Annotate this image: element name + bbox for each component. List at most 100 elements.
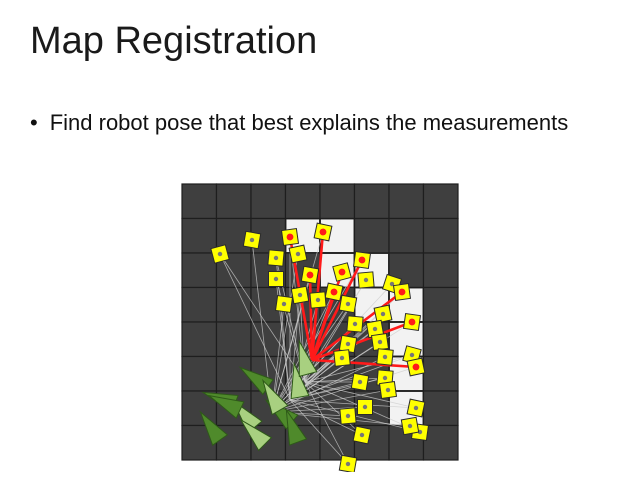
marker-dot: [359, 432, 365, 438]
marker-dot: [345, 301, 351, 307]
grid-cell: [250, 183, 287, 220]
measurement-marker: [309, 291, 327, 309]
measurement-marker: [313, 222, 333, 242]
bullet-text: Find robot pose that best explains the m…: [49, 110, 569, 135]
measurement-marker: [339, 407, 357, 425]
marker-dot: [385, 387, 391, 393]
robot-pose-icon: [285, 408, 308, 446]
gray-ray: [304, 354, 413, 383]
gray-ray: [304, 279, 367, 383]
measurement-marker: [402, 312, 422, 332]
grid-cell: [181, 321, 218, 358]
grid-cell: [181, 355, 218, 392]
measurement-marker: [290, 285, 310, 305]
slide-title: Map Registration: [30, 20, 318, 62]
marker-dot: [319, 228, 327, 236]
best-pose-ray: [310, 259, 364, 361]
grid-cell: [319, 183, 356, 220]
best-pose-ray: [310, 291, 336, 361]
measurement-marker: [357, 399, 373, 415]
measurement-marker: [242, 230, 262, 250]
grid-cell: [422, 390, 459, 427]
marker-dot: [297, 292, 303, 298]
marker-dot: [217, 251, 223, 257]
marker-dot: [345, 413, 351, 419]
marker-dot: [352, 321, 358, 327]
gray-ray: [271, 259, 363, 413]
measurement-marker: [392, 282, 412, 302]
grid-cell: [388, 183, 425, 220]
marker-dot: [382, 354, 388, 360]
best-pose-ray: [311, 358, 417, 369]
marker-dot: [339, 355, 345, 361]
grid-cell: [388, 217, 425, 254]
grid-cell: [422, 183, 459, 220]
measurement-marker: [338, 294, 358, 314]
grid-cell: [215, 321, 252, 358]
measurement-marker: [210, 244, 230, 264]
marker-dot: [407, 423, 413, 429]
measurement-marker: [346, 315, 364, 333]
marker-dot: [315, 297, 321, 303]
map-registration-diagram: [181, 183, 459, 472]
grid-cell: [284, 183, 321, 220]
grid-cell: [422, 321, 459, 358]
measurement-marker: [280, 227, 300, 247]
marker-dot: [363, 277, 369, 283]
grid-cell: [422, 217, 459, 254]
measurement-marker: [376, 348, 394, 366]
measurement-marker: [400, 416, 420, 436]
grid-cell: [215, 183, 252, 220]
marker-dot: [338, 268, 346, 276]
marker-dot: [372, 326, 378, 332]
robot-pose-icon: [199, 410, 229, 446]
grid-cell: [422, 252, 459, 289]
measurement-marker: [332, 262, 352, 282]
grid-cell: [181, 183, 218, 220]
marker-dot: [412, 363, 420, 371]
marker-dot: [408, 318, 416, 326]
robot-pose-icon: [239, 418, 273, 452]
bullet-icon: •: [30, 110, 38, 135]
grid-cell: [181, 217, 218, 254]
marker-dot: [249, 237, 255, 243]
gray-ray: [219, 253, 306, 383]
robot-pose-icon: [262, 378, 289, 416]
gray-ray: [289, 399, 417, 409]
measurement-markers: [210, 222, 430, 472]
gray-ray: [271, 253, 299, 413]
marker-dot: [377, 339, 383, 345]
measurement-marker: [406, 398, 426, 418]
measurement-marker: [338, 454, 358, 472]
grid-cell: [422, 286, 459, 323]
robot-pose-icon: [290, 361, 310, 400]
measurement-marker: [333, 349, 351, 367]
measurement-marker: [288, 244, 308, 264]
measurement-marker: [352, 425, 372, 445]
gray-ray: [304, 381, 417, 409]
measurement-marker: [352, 250, 372, 270]
marker-dot: [398, 288, 406, 296]
pose-candidates: [199, 339, 318, 452]
measurement-marker: [350, 372, 370, 392]
gray-ray: [271, 303, 349, 413]
measurement-marker: [338, 334, 358, 354]
gray-ray: [304, 381, 349, 465]
measurement-marker: [373, 304, 393, 324]
bullet-item: • Find robot pose that best explains the…: [30, 110, 568, 136]
marker-dot: [380, 311, 386, 317]
grid-cell: [422, 355, 459, 392]
marker-dot: [409, 352, 415, 358]
marker-dot: [345, 341, 351, 347]
marker-dot: [306, 271, 314, 279]
robot-pose-icon: [298, 339, 318, 377]
measurement-marker: [406, 357, 426, 377]
grid-cell: [422, 424, 459, 461]
grid-cell: [181, 286, 218, 323]
marker-dot: [273, 255, 279, 261]
marker-dot: [273, 276, 279, 282]
measurement-marker: [370, 332, 390, 352]
robot-pose-icon: [207, 394, 245, 419]
marker-dot: [286, 233, 294, 241]
measurement-marker: [267, 249, 285, 267]
